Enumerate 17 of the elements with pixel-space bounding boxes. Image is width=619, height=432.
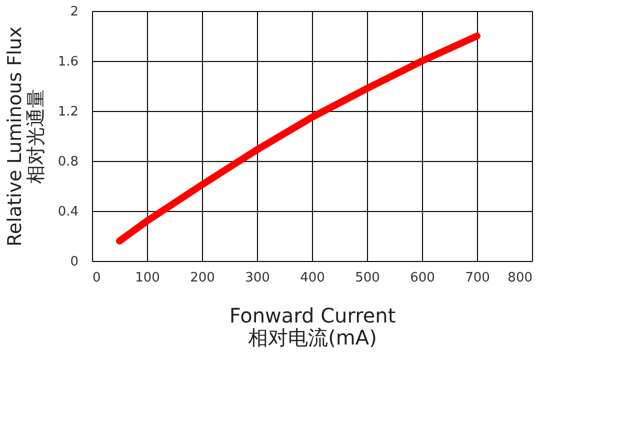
y-tick-label: 0.4 bbox=[58, 204, 78, 220]
y-tick-label: 2 bbox=[70, 4, 78, 20]
x-tick-label: 600 bbox=[410, 270, 435, 286]
y-tick-label: 1.6 bbox=[58, 54, 78, 70]
y-axis-title: Relative Luminous Flux 相对光通量 bbox=[4, 26, 47, 246]
x-tick-label: 700 bbox=[465, 270, 490, 286]
y-tick-label: 0.8 bbox=[58, 154, 78, 170]
x-tick-label: 100 bbox=[135, 270, 160, 286]
x-tick-label: 400 bbox=[300, 270, 325, 286]
x-tick-label: 300 bbox=[245, 270, 270, 286]
x-axis-title: Fonward Current 相对电流(mA) bbox=[229, 304, 396, 350]
x-tick-label: 200 bbox=[190, 270, 215, 286]
x-tick-label: 500 bbox=[355, 270, 380, 286]
y-tick-label: 1.2 bbox=[58, 104, 78, 120]
y-tick-label: 0 bbox=[70, 254, 78, 270]
x-tick-label: 0 bbox=[92, 270, 101, 286]
x-tick-label: 800 bbox=[508, 270, 532, 286]
